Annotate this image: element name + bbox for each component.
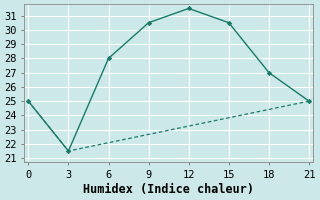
X-axis label: Humidex (Indice chaleur): Humidex (Indice chaleur)	[83, 183, 254, 196]
